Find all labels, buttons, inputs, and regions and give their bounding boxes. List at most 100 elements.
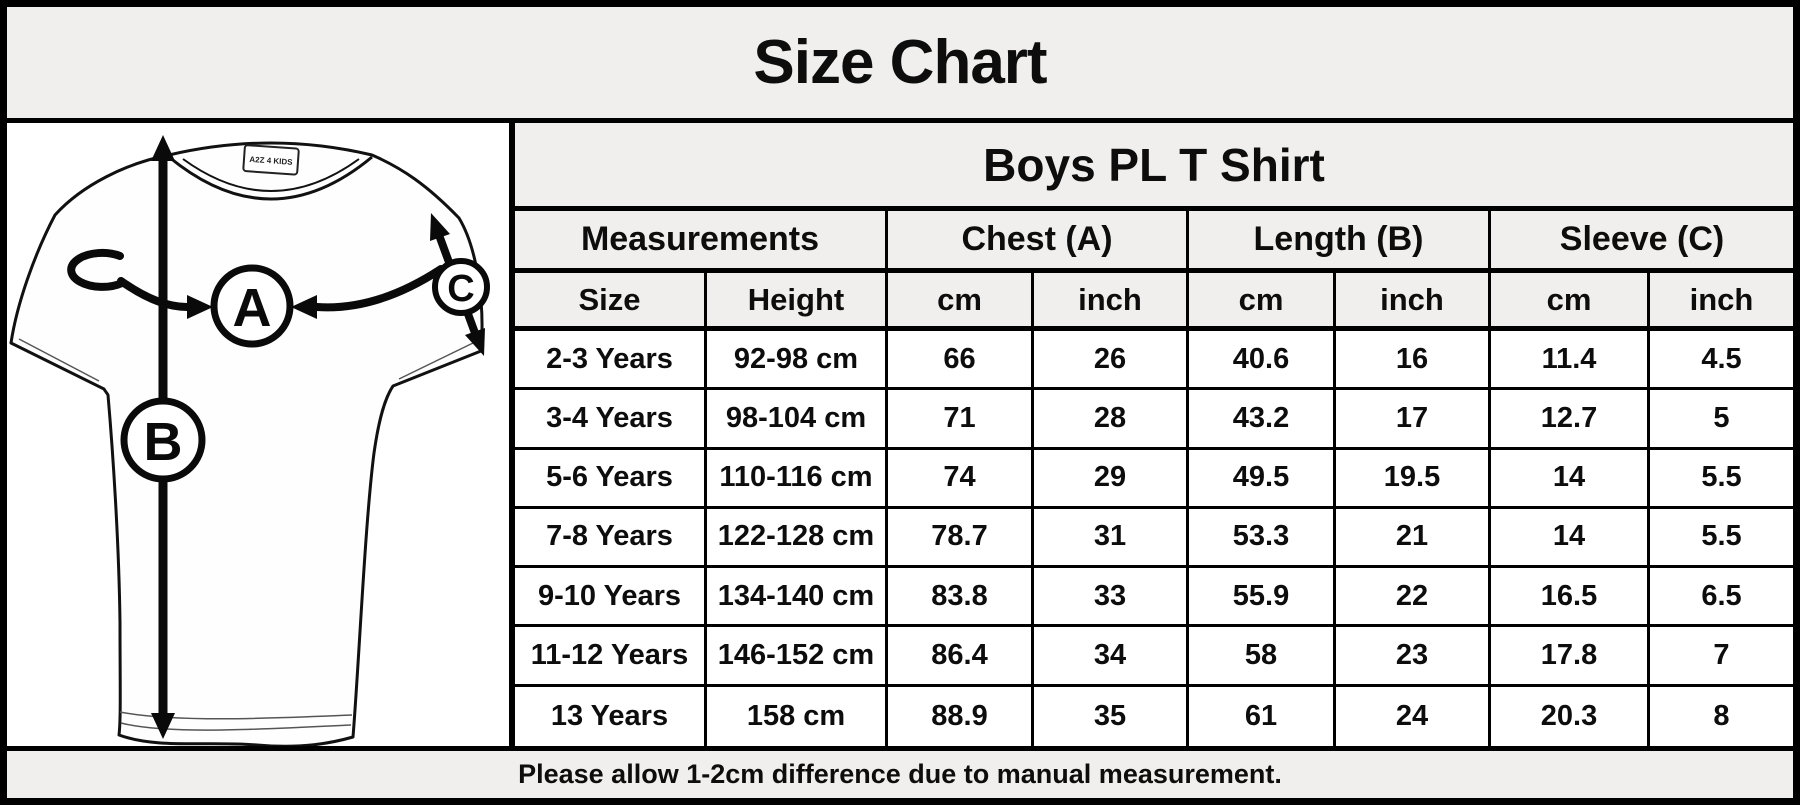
tshirt-illustration: A2Z 4 KIDS A B: [9, 135, 490, 746]
tshirt-measurement-diagram: A2Z 4 KIDS A B: [7, 123, 515, 746]
group-header-measurements: Measurements: [515, 211, 885, 268]
table-row: 13 Years 158 cm 88.9 35 61 24 20.3 8: [515, 686, 1793, 746]
cell-length-cm: 53.3: [1186, 508, 1333, 566]
sleeve-arrow-head-top: [430, 213, 450, 241]
table-row: 7-8 Years 122-128 cm 78.7 31 53.3 21 14 …: [515, 508, 1793, 569]
right-cuff-stitch: [398, 342, 474, 380]
cell-chest-cm: 78.7: [885, 508, 1031, 566]
cell-length-inch: 22: [1333, 568, 1488, 625]
tshirt-outline: [9, 141, 484, 746]
cell-sleeve-inch: 5.5: [1647, 508, 1793, 566]
table-row: 9-10 Years 134-140 cm 83.8 33 55.9 22 16…: [515, 568, 1793, 628]
table-row: 2-3 Years 92-98 cm 66 26 40.6 16 11.4 4.…: [515, 331, 1793, 391]
cell-size: 11-12 Years: [515, 627, 704, 684]
col-header-sleeve-cm: cm: [1488, 273, 1647, 326]
collar-inner-line: [182, 158, 360, 192]
cell-length-inch: 21: [1333, 508, 1488, 566]
cell-sleeve-inch: 7: [1647, 627, 1793, 684]
cell-chest-inch: 28: [1031, 390, 1186, 447]
group-header-chest: Chest (A): [885, 211, 1186, 268]
cell-size: 2-3 Years: [515, 331, 704, 388]
col-header-sleeve-inch: inch: [1647, 273, 1793, 326]
content-area: A2Z 4 KIDS A B: [7, 123, 1793, 746]
col-header-length-cm: cm: [1186, 273, 1333, 326]
chest-arrow-head-right: [291, 295, 317, 319]
cell-sleeve-cm: 12.7: [1488, 390, 1647, 447]
product-title: Boys PL T Shirt: [515, 123, 1793, 206]
left-cuff-stitch: [18, 338, 100, 382]
col-header-length-inch: inch: [1333, 273, 1488, 326]
chest-arrow-loop: [67, 248, 126, 291]
measurement-note-text: Please allow 1-2cm difference due to man…: [518, 759, 1282, 789]
cell-chest-cm: 88.9: [885, 686, 1031, 746]
product-title-row: Boys PL T Shirt: [515, 123, 1793, 211]
cell-chest-cm: 86.4: [885, 627, 1031, 684]
cell-height: 146-152 cm: [704, 627, 885, 684]
length-arrow-head-top: [151, 135, 175, 161]
collar-outer-line: [168, 155, 373, 201]
cell-height: 110-116 cm: [704, 449, 885, 506]
cell-length-cm: 61: [1186, 686, 1333, 746]
length-arrow-head-bottom: [151, 713, 175, 739]
col-header-chest-inch: inch: [1031, 273, 1186, 326]
cell-height: 122-128 cm: [704, 508, 885, 566]
title-bar: Size Chart: [7, 7, 1793, 123]
length-marker-circle: [120, 397, 206, 483]
chest-arrow-head-left: [187, 295, 213, 319]
group-header-sleeve: Sleeve (C): [1488, 211, 1793, 268]
cell-sleeve-cm: 17.8: [1488, 627, 1647, 684]
cell-chest-cm: 66: [885, 331, 1031, 388]
cell-height: 158 cm: [704, 686, 885, 746]
cell-length-cm: 55.9: [1186, 568, 1333, 625]
hem-stitch-1: [120, 722, 352, 731]
cell-height: 98-104 cm: [704, 390, 885, 447]
cell-sleeve-inch: 4.5: [1647, 331, 1793, 388]
cell-chest-inch: 29: [1031, 449, 1186, 506]
cell-sleeve-inch: 5: [1647, 390, 1793, 447]
col-header-chest-cm: cm: [885, 273, 1031, 326]
cell-size: 3-4 Years: [515, 390, 704, 447]
page-title: Size Chart: [753, 28, 1047, 97]
cell-sleeve-inch: 8: [1647, 686, 1793, 746]
cell-sleeve-cm: 14: [1488, 449, 1647, 506]
group-header-row: Measurements Chest (A) Length (B) Sleeve…: [515, 211, 1793, 273]
cell-length-cm: 40.6: [1186, 331, 1333, 388]
cell-chest-cm: 83.8: [885, 568, 1031, 625]
table-row: 3-4 Years 98-104 cm 71 28 43.2 17 12.7 5: [515, 390, 1793, 450]
cell-chest-cm: 74: [885, 449, 1031, 506]
cell-length-inch: 16: [1333, 331, 1488, 388]
cell-chest-inch: 33: [1031, 568, 1186, 625]
cell-length-cm: 49.5: [1186, 449, 1333, 506]
cell-size: 7-8 Years: [515, 508, 704, 566]
cell-sleeve-cm: 16.5: [1488, 568, 1647, 625]
table-row: 11-12 Years 146-152 cm 86.4 34 58 23 17.…: [515, 627, 1793, 687]
cell-length-inch: 19.5: [1333, 449, 1488, 506]
cell-length-inch: 23: [1333, 627, 1488, 684]
sleeve-marker-circle: [432, 258, 490, 316]
cell-chest-cm: 71: [885, 390, 1031, 447]
cell-length-cm: 58: [1186, 627, 1333, 684]
cell-size: 9-10 Years: [515, 568, 704, 625]
cell-height: 134-140 cm: [704, 568, 885, 625]
cell-sleeve-inch: 6.5: [1647, 568, 1793, 625]
cell-sleeve-cm: 20.3: [1488, 686, 1647, 746]
group-header-length: Length (B): [1186, 211, 1488, 268]
measurement-note: Please allow 1-2cm difference due to man…: [7, 746, 1793, 798]
cell-length-inch: 24: [1333, 686, 1488, 746]
col-header-height: Height: [704, 273, 885, 326]
cell-size: 13 Years: [515, 686, 704, 746]
cell-chest-inch: 31: [1031, 508, 1186, 566]
chest-arrow-right-curve: [313, 265, 445, 312]
size-table: Boys PL T Shirt Measurements Chest (A) L…: [515, 123, 1793, 746]
cell-sleeve-cm: 14: [1488, 508, 1647, 566]
neck-tag: A2Z 4 KIDS: [242, 144, 300, 176]
chest-arrow-left-curve: [117, 277, 193, 312]
neck-tag-label: A2Z 4 KIDS: [249, 155, 293, 167]
table-row: 5-6 Years 110-116 cm 74 29 49.5 19.5 14 …: [515, 449, 1793, 509]
chest-marker-label: A: [233, 278, 272, 338]
cell-length-cm: 43.2: [1186, 390, 1333, 447]
cell-chest-inch: 26: [1031, 331, 1186, 388]
cell-length-inch: 17: [1333, 390, 1488, 447]
column-header-row: Size Height cm inch cm inch cm inch: [515, 273, 1793, 331]
